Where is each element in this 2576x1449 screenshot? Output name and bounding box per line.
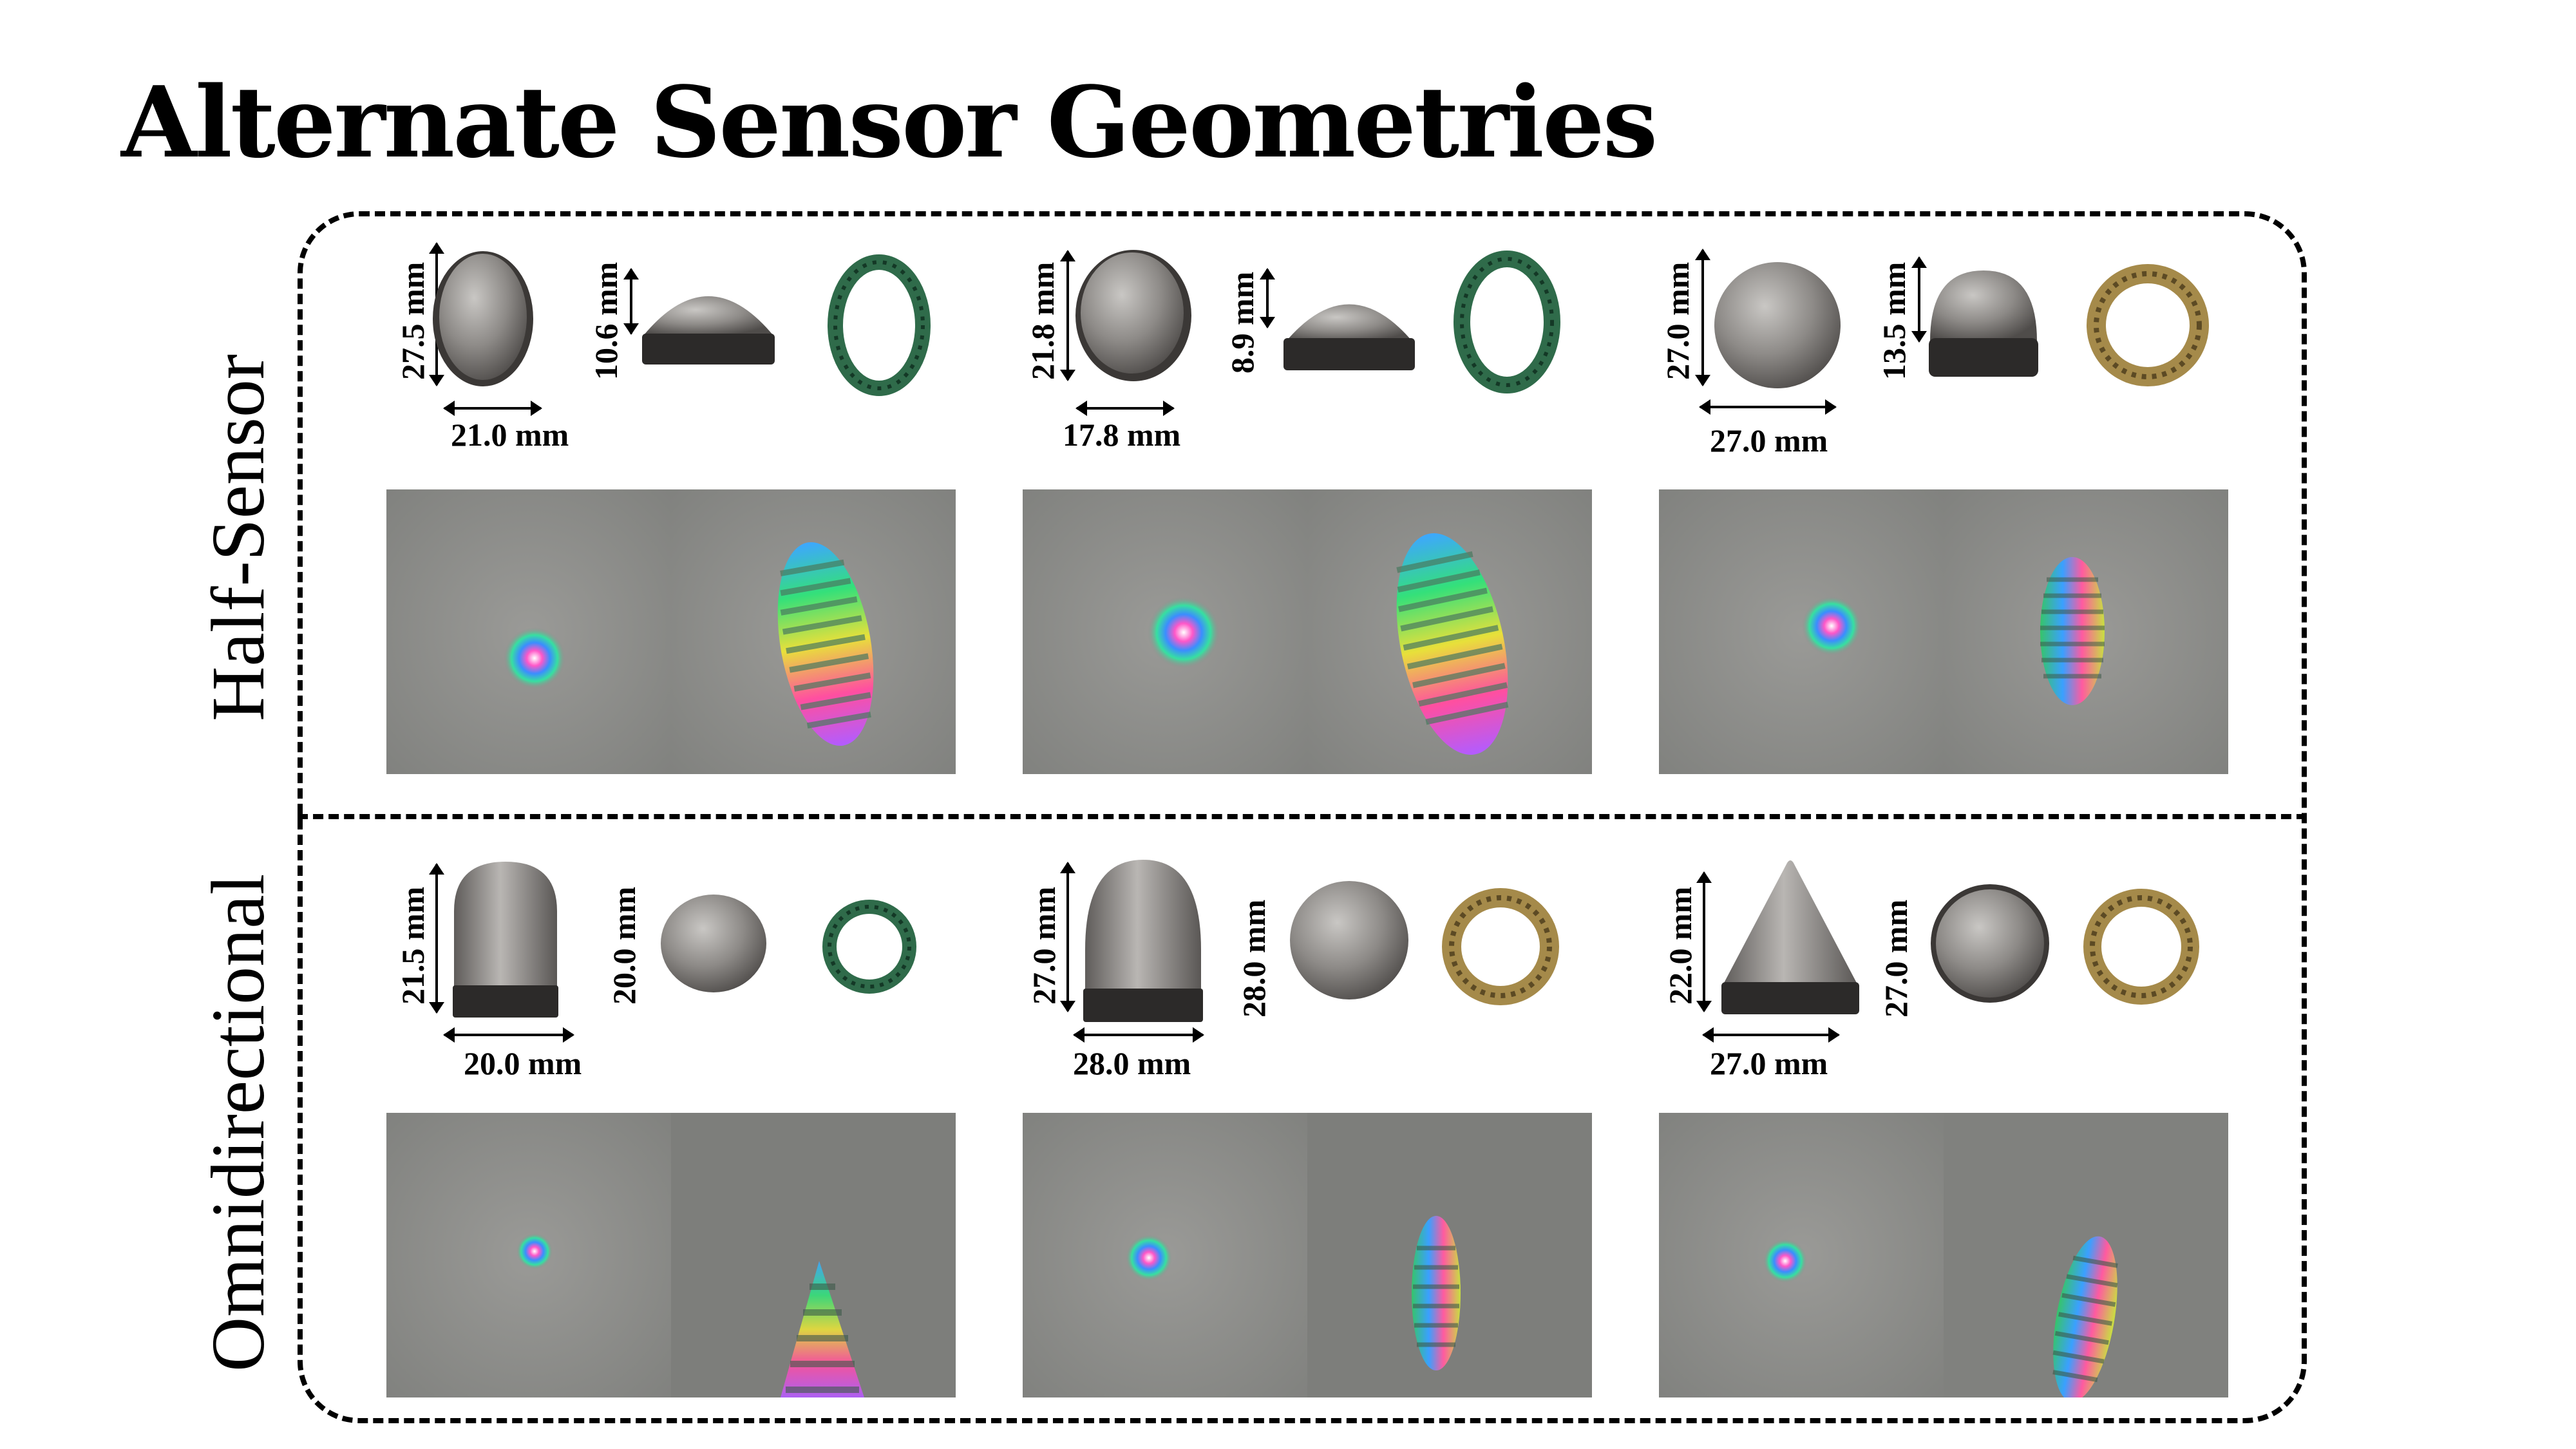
dome-height-arrow	[623, 268, 639, 335]
sensor-top-view	[433, 251, 533, 386]
height-label: 27.0 mm	[1026, 886, 1062, 1005]
ring-image	[2087, 264, 2209, 386]
tactile-image-point	[1659, 489, 1944, 774]
tactile-image-point	[1023, 489, 1307, 774]
width-label: 28.0 mm	[1073, 1045, 1191, 1081]
top-diameter-label: 27.0 mm	[1878, 899, 1914, 1018]
ring-image	[1454, 251, 1560, 393]
width-label: 27.0 mm	[1710, 1045, 1828, 1081]
tactile-image-press	[1307, 1113, 1592, 1397]
sensor-side-view	[1721, 860, 1859, 1014]
width-label: 17.8 mm	[1063, 417, 1181, 453]
sensor-side-view	[1083, 860, 1203, 1022]
width-arrow	[443, 401, 542, 416]
sensor-top-view	[1290, 881, 1408, 999]
dome-height-label: 8.9 mm	[1224, 271, 1260, 374]
width-arrow	[1075, 401, 1175, 416]
tactile-image-point	[386, 1113, 671, 1397]
height-label: 21.8 mm	[1025, 261, 1061, 380]
tactile-image-press	[671, 1113, 956, 1397]
tactile-image-press	[1944, 1113, 2228, 1397]
width-arrow	[1699, 399, 1837, 415]
dome-height-arrow	[1260, 268, 1275, 328]
width-label: 20.0 mm	[464, 1045, 582, 1081]
width-label: 21.0 mm	[451, 417, 569, 453]
width-arrow	[1073, 1027, 1204, 1043]
height-arrow	[1060, 250, 1075, 381]
tactile-image-press	[1307, 489, 1592, 774]
top-diameter-label: 20.0 mm	[606, 886, 642, 1005]
sensor-side-view	[1283, 304, 1415, 370]
sensor-side-view	[642, 296, 775, 365]
height-arrow	[1060, 862, 1075, 1012]
tactile-image-press	[1944, 489, 2228, 774]
height-label: 22.0 mm	[1662, 886, 1698, 1005]
top-diameter-label: 28.0 mm	[1236, 899, 1272, 1018]
tactile-image-point	[1659, 1113, 1944, 1397]
sensor-top-view	[1931, 884, 2049, 1003]
sensor-top-view	[1075, 250, 1191, 381]
dome-height-arrow	[1911, 256, 1927, 343]
dome-height-label: 13.5 mm	[1876, 261, 1912, 380]
sensor-side-view	[1929, 270, 2038, 377]
ring-image	[2083, 889, 2199, 1005]
sensor-side-view	[453, 862, 558, 1018]
height-arrow	[1696, 871, 1712, 1012]
ring-image	[828, 254, 931, 396]
page-title: Alternate Sensor Geometries	[121, 64, 1658, 180]
dome-height-label: 10.6 mm	[588, 261, 624, 380]
row-label-omnidirectional: Omnidirectional	[196, 873, 280, 1372]
sensor-top-view	[661, 895, 766, 992]
sensor-top-view	[1714, 262, 1841, 388]
width-label: 27.0 mm	[1710, 422, 1828, 459]
height-arrow	[429, 863, 444, 1014]
width-arrow	[443, 1027, 574, 1043]
height-label: 21.5 mm	[395, 886, 431, 1005]
height-label: 27.0 mm	[1660, 261, 1696, 380]
row-label-half-sensor: Half-Sensor	[196, 354, 280, 721]
row-divider	[298, 814, 2307, 819]
tactile-image-point	[386, 489, 671, 774]
height-arrow	[1695, 249, 1710, 386]
tactile-image-press	[671, 489, 956, 774]
ring-image	[1442, 888, 1559, 1005]
tactile-image-point	[1023, 1113, 1307, 1397]
ring-image	[822, 900, 916, 994]
width-arrow	[1702, 1027, 1840, 1043]
